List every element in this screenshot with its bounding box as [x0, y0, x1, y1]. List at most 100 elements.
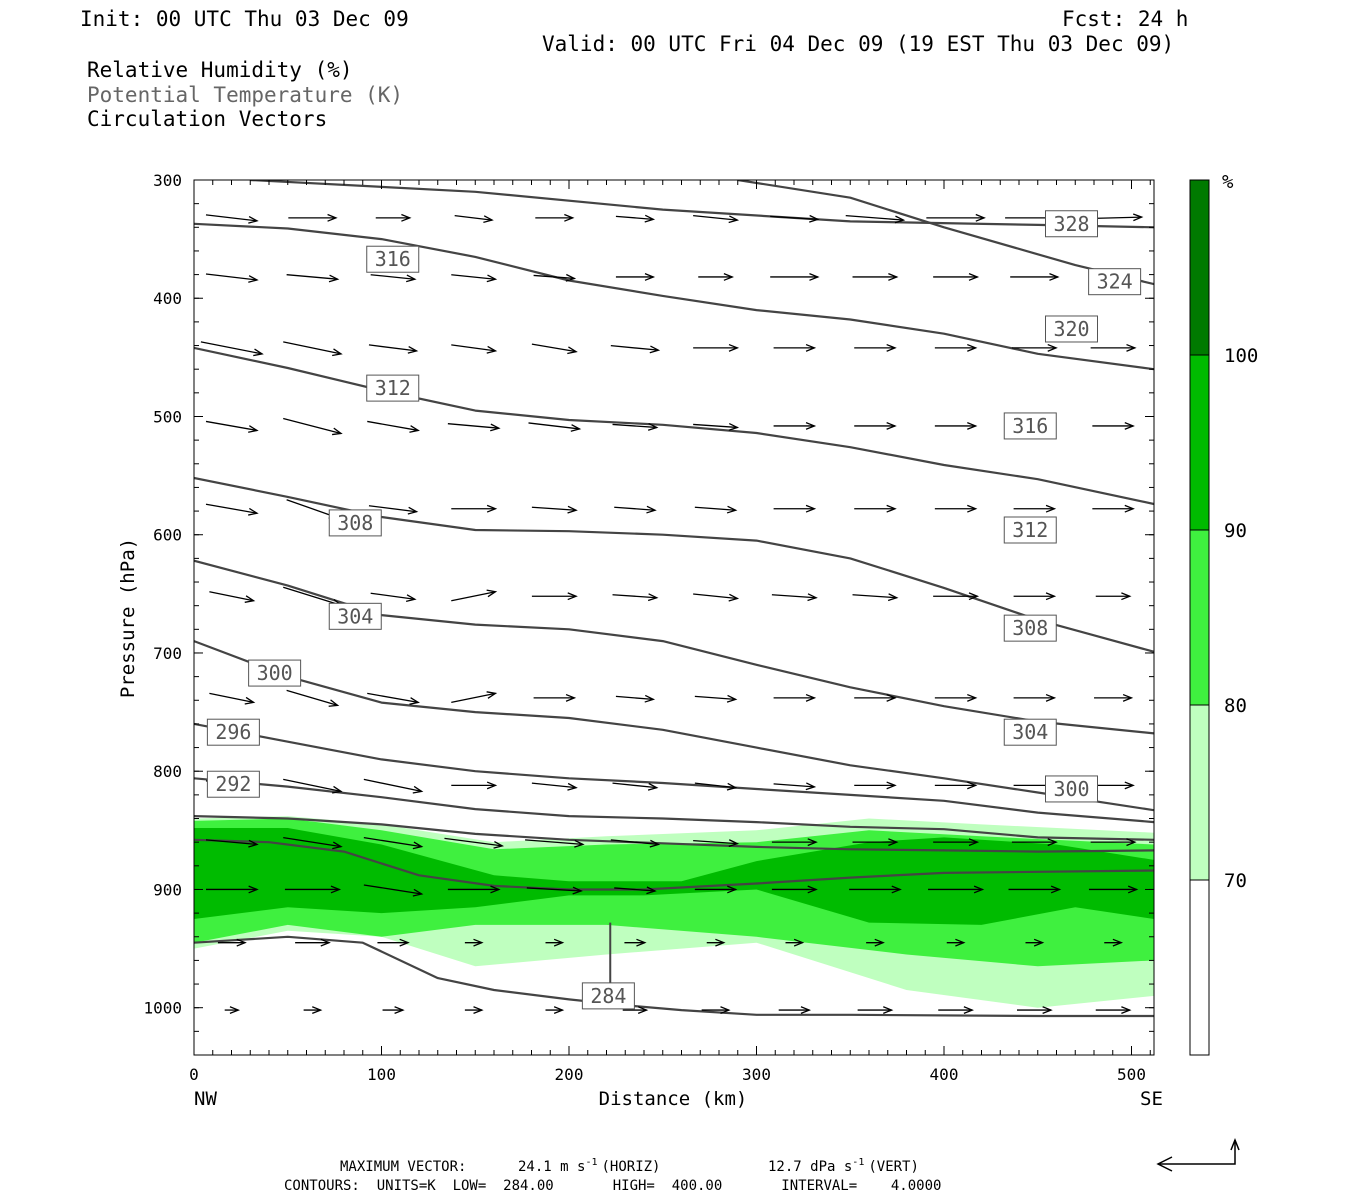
circulation-vector	[283, 837, 343, 850]
colorbar-unit: %	[1222, 171, 1234, 193]
circulation-vector	[363, 884, 424, 897]
x-tick-label: 400	[930, 1065, 959, 1084]
theta-label-box	[328, 602, 382, 630]
circulation-vector	[934, 693, 978, 702]
theta-label: 308	[1012, 616, 1048, 640]
circulation-vector	[693, 343, 740, 352]
circulation-vector	[694, 782, 738, 791]
circulation-vector	[926, 213, 986, 222]
colorbar-level-label: 90	[1224, 520, 1247, 542]
theta-label-box	[366, 245, 420, 273]
circulation-vector	[368, 344, 419, 354]
theta-label-box	[1045, 775, 1098, 803]
circulation-vector	[531, 505, 578, 514]
reference-vector-icon	[1156, 1137, 1240, 1172]
y-tick-label: 300	[153, 171, 182, 190]
x-axis-label: Distance (km)	[599, 1088, 748, 1110]
theta-label-box	[1045, 210, 1098, 238]
colorbar-level-label: 70	[1224, 870, 1247, 892]
x-tick-label: 0	[189, 1065, 199, 1084]
circulation-vector	[622, 1006, 649, 1015]
footer-vert-sup: -1	[852, 1157, 864, 1168]
footer-horiz-unit: (HORIZ)	[601, 1159, 660, 1175]
circulation-vector	[533, 273, 577, 282]
x-tick-label: 200	[555, 1065, 584, 1084]
footer-contours: CONTOURS: UNITS=K LOW= 284.00 HIGH= 400.…	[284, 1178, 941, 1194]
circulation-vector	[464, 1006, 484, 1015]
circulation-vector	[934, 422, 978, 430]
circulation-vector	[205, 503, 259, 516]
circulation-vector	[451, 781, 498, 790]
circulation-vector	[1092, 781, 1135, 790]
circulation-vector	[447, 885, 501, 894]
theta-label-box	[1003, 718, 1057, 746]
circulation-vector	[693, 839, 740, 848]
circulation-vector	[451, 691, 498, 704]
theta-contour-292	[194, 815, 1154, 853]
footer-vert-value: 12.7 dPa s-1 (VERT)	[768, 1157, 919, 1175]
y-tick-label: 900	[153, 880, 182, 899]
circulation-vector	[303, 1006, 323, 1015]
circulation-vector	[785, 938, 805, 947]
circulation-vector	[1011, 838, 1058, 847]
circulation-vector	[531, 343, 578, 355]
circulation-vector	[770, 214, 820, 223]
title-vectors: Circulation Vectors	[87, 107, 327, 131]
x-axis-end-right: SE	[1140, 1088, 1163, 1110]
theta-contour-300	[194, 722, 1154, 824]
theta-label-box	[1003, 516, 1057, 544]
y-axis-label: Pressure (hPa)	[117, 538, 139, 698]
theta-label-layer: 328 324 320 316 316 312 312 308 308 304 304 300 300 2…	[206, 210, 1142, 1010]
x-axis-end-left: NW	[194, 1088, 217, 1110]
circulation-vector	[615, 273, 656, 281]
circulation-vector	[852, 593, 899, 602]
circulation-vector	[451, 274, 498, 283]
colorbar: 100 90 80 70	[1189, 179, 1258, 1056]
circulation-vector	[545, 1006, 565, 1015]
colorbar-level-label: 100	[1224, 345, 1258, 367]
circulation-vector	[1090, 343, 1137, 352]
circulation-vector	[451, 504, 498, 513]
circulation-vector	[854, 504, 897, 513]
circulation-vector	[284, 885, 342, 894]
theta-label-box	[248, 659, 302, 687]
circulation-vector	[612, 782, 659, 791]
circulation-vector	[295, 938, 331, 947]
y-tick-label: 400	[153, 289, 182, 308]
rh-fill-90	[194, 828, 1154, 925]
theta-label: 308	[337, 511, 373, 535]
circulation-vector	[693, 422, 740, 431]
circulation-vector	[205, 273, 259, 283]
circulation-vector	[209, 692, 256, 705]
circulation-vector	[866, 938, 885, 947]
circulation-vector	[451, 589, 498, 602]
theta-label: 300	[1053, 777, 1089, 801]
circulation-vector	[773, 693, 817, 702]
footer-horiz-sup: -1	[585, 1157, 597, 1168]
circulation-vector	[1092, 422, 1135, 430]
circulation-vector	[1013, 504, 1057, 513]
circulation-vector	[205, 420, 259, 433]
circulation-vector	[693, 214, 740, 224]
circulation-vector	[370, 592, 417, 603]
y-tick-label: 700	[153, 644, 182, 663]
theta-label: 292	[215, 772, 251, 796]
theta-label: 316	[1012, 414, 1048, 438]
circulation-vector	[933, 273, 980, 281]
theta-label: 312	[1012, 518, 1048, 542]
circulation-vector	[286, 689, 340, 707]
theta-label-box	[1003, 412, 1057, 440]
circulation-vector	[615, 694, 656, 703]
title-theta: Potential Temperature (K)	[87, 83, 403, 107]
circulation-vector	[771, 593, 818, 602]
init-time: Init: 00 UTC Thu 03 Dec 09	[80, 7, 409, 31]
circulation-vector	[363, 837, 424, 850]
circulation-vector	[615, 214, 656, 223]
circulation-vector	[852, 838, 899, 847]
circulation-vector	[849, 885, 902, 894]
circulation-vector	[770, 273, 820, 281]
theta-contour-308	[194, 559, 1154, 735]
circulation-vector	[1017, 1006, 1053, 1015]
circulation-vector	[1013, 592, 1057, 601]
